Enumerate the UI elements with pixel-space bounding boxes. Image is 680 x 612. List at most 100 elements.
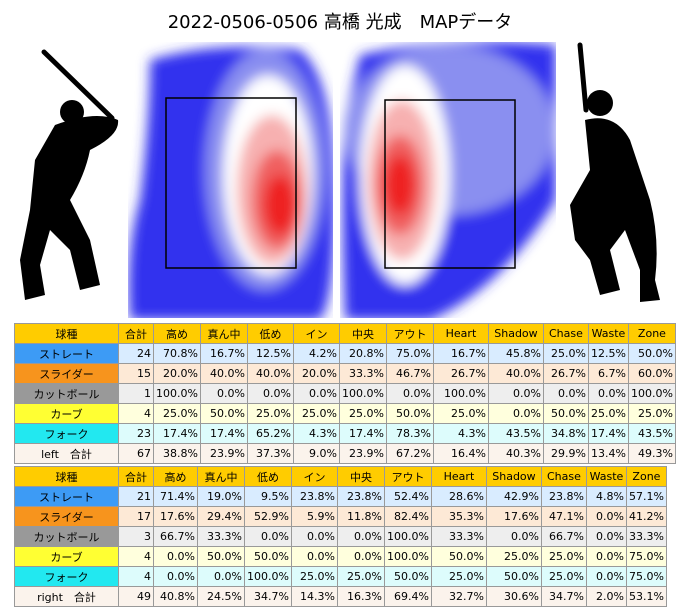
table-row: 球種 合計 高め 真ん中 低め イン 中央 アウト Heart Shadow Chase Waste Z… [14, 323, 676, 344]
table-row: フォーク 4 0.0% 0.0% 100.0% 25.0% 25.0% 50.0% 25.0% 5… [14, 566, 667, 587]
table-cell: 4.3% [292, 423, 340, 444]
table-cell: 2.0% [585, 586, 627, 607]
table-cell: 38.8% [153, 443, 201, 464]
table-cell: 25.0% [153, 403, 201, 424]
table-cell: 0.0% [336, 546, 385, 567]
table-cell: 14.3% [290, 586, 338, 607]
table-cell: 50.0% [383, 566, 432, 587]
title: 2022-0506-0506 高橋 光成 MAPデータ [167, 12, 513, 33]
table-cell: 高め [153, 466, 198, 487]
table-cell: 50.0% [385, 403, 434, 424]
table-cell: 真ん中 [197, 466, 245, 487]
table-cell: 15 [118, 363, 154, 384]
table-cell: 0.0% [585, 566, 627, 587]
table-cell: 真ん中 [199, 323, 248, 344]
table-cell: 合計 [118, 466, 154, 487]
table-cell: イン [292, 323, 340, 344]
table-cell: 66.7% [153, 526, 198, 547]
table-cell: Heart [432, 323, 489, 344]
table-cell: 0.0% [197, 566, 245, 587]
table-cell: 50.0% [199, 403, 248, 424]
table-cell: 17.6% [485, 506, 542, 527]
table-cell: 21 [118, 486, 154, 507]
table-cell: 37.3% [246, 443, 294, 464]
table-cell: Zone [625, 466, 667, 487]
table-cell: 25.0% [290, 566, 338, 587]
strike-zone [165, 97, 297, 269]
right-batter [570, 42, 660, 302]
table-row: スライダー 17 17.6% 29.4% 52.9% 5.9% 11.8% 82.4% 35.3… [14, 506, 667, 527]
table-cell: 50.0% [542, 403, 589, 424]
table-cell: アウト [383, 466, 432, 487]
table-cell: 40.0% [199, 363, 248, 384]
table-cell: 25.0% [292, 403, 340, 424]
table-cell: 41.2% [625, 506, 667, 527]
table-cell: スライダー [14, 506, 119, 527]
table-row: フォーク 23 17.4% 17.4% 65.2% 4.3% 17.4% 78.3% 4.3% 4… [14, 423, 676, 444]
table-cell: 中央 [336, 466, 385, 487]
table-cell: 0.0% [199, 383, 248, 404]
table-cell: 17.6% [153, 506, 198, 527]
table-cell: 6.7% [587, 363, 629, 384]
table-cell: 0.0% [246, 383, 294, 404]
table-cell: 17.4% [338, 423, 387, 444]
table-cell: 26.7% [542, 363, 589, 384]
table-cell: 100.0% [432, 383, 489, 404]
table-cell: 23.9% [338, 443, 387, 464]
table-cell: 24.5% [197, 586, 245, 607]
table-cell: 34.7% [540, 586, 587, 607]
table-row: スライダー 15 20.0% 40.0% 40.0% 20.0% 33.3% 46.7% 26.… [14, 363, 676, 384]
table-cell: 17 [118, 506, 154, 527]
table-cell: 1 [118, 383, 154, 404]
table-cell: 70.8% [153, 343, 201, 364]
table-cell: 50.0% [430, 546, 487, 567]
table-cell: 20.0% [153, 363, 201, 384]
table-cell: 23.8% [540, 486, 587, 507]
left-batter [20, 49, 119, 300]
table-cell: 25.0% [540, 566, 587, 587]
table-cell: 4 [118, 403, 154, 424]
table-cell: 4 [118, 566, 154, 587]
table-cell: 60.0% [627, 363, 676, 384]
table-cell: 52.9% [244, 506, 292, 527]
table-cell: 0.0% [585, 506, 627, 527]
table-row: ストレート 21 71.4% 19.0% 9.5% 23.8% 23.8% 52.4% 28.6… [14, 486, 667, 507]
stats-table: 球種 合計 高め 真ん中 低め イン 中央 アウト Heart Shadow Chase Waste Z… [14, 323, 676, 464]
table-cell: カーブ [14, 403, 119, 424]
table-cell: 0.0% [290, 546, 338, 567]
table-cell: 50.0% [244, 546, 292, 567]
table-cell: 23.8% [290, 486, 338, 507]
table-cell: 19.0% [197, 486, 245, 507]
table-cell: Zone [627, 323, 676, 344]
table-cell: Heart [430, 466, 487, 487]
table-cell: 35.3% [430, 506, 487, 527]
table-cell: 75.0% [625, 566, 667, 587]
table-cell: 42.9% [485, 486, 542, 507]
table-cell: 33.3% [197, 526, 245, 547]
table-cell: カットボール [14, 526, 119, 547]
table-cell: 32.7% [430, 586, 487, 607]
table-cell: 33.3% [430, 526, 487, 547]
table-cell: 100.0% [383, 546, 432, 567]
table-cell: 16.3% [336, 586, 385, 607]
table-cell: 57.1% [625, 486, 667, 507]
table-cell: 40.0% [246, 363, 294, 384]
table-cell: 12.5% [587, 343, 629, 364]
table-cell: 67.2% [385, 443, 434, 464]
table-cell: イン [290, 466, 338, 487]
table-cell: 0.0% [290, 526, 338, 547]
table-cell: 0.0% [153, 546, 198, 567]
table-cell: 25.0% [432, 403, 489, 424]
table-cell: 低め [246, 323, 294, 344]
table-cell: 25.0% [540, 546, 587, 567]
stats-table: 球種 合計 高め 真ん中 低め イン 中央 アウト Heart Shadow Chase Waste Z… [14, 466, 667, 607]
table-cell: 25.0% [246, 403, 294, 424]
table-cell: 23.9% [199, 443, 248, 464]
table-row: カットボール 1 100.0% 0.0% 0.0% 0.0% 100.0% 0.0% 100.0… [14, 383, 676, 404]
table-cell: 25.0% [587, 403, 629, 424]
table-cell: 69.4% [383, 586, 432, 607]
table-row: right 合計 49 40.8% 24.5% 34.7% 14.3% 16.3% 69.4%… [14, 586, 667, 607]
table-row: 球種 合計 高め 真ん中 低め イン 中央 アウト Heart Shadow Chase Waste Z… [14, 466, 667, 487]
table-cell: Waste [585, 466, 627, 487]
table-cell: 0.0% [487, 383, 544, 404]
